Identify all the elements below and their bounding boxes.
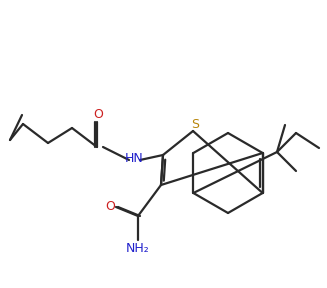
Text: HN: HN — [125, 153, 143, 166]
Text: O: O — [105, 200, 115, 213]
Text: NH₂: NH₂ — [126, 242, 150, 255]
Text: S: S — [191, 118, 199, 130]
Text: O: O — [93, 107, 103, 120]
